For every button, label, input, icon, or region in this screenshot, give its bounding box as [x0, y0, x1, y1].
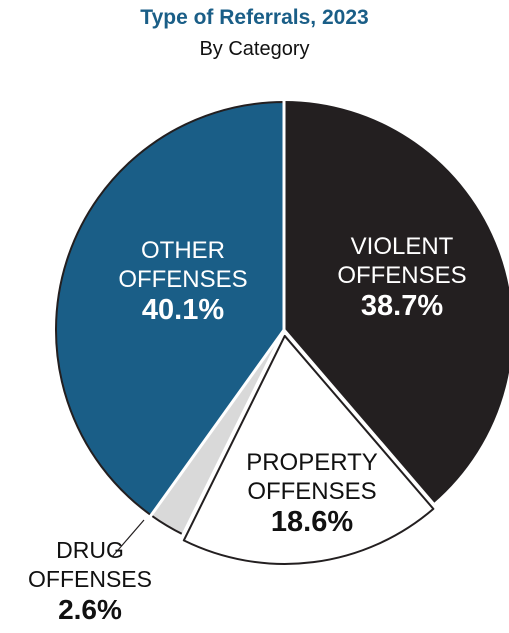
slice-value-other: 40.1% — [142, 294, 224, 326]
slice-label-drug: DRUG — [56, 537, 124, 563]
chart-subtitle: By Category — [199, 38, 310, 60]
pie-slice-property — [182, 334, 435, 565]
slice-label-drug: OFFENSES — [28, 566, 152, 592]
slice-label-other: OFFENSES — [118, 266, 247, 293]
slice-value-drug: 2.6% — [58, 594, 122, 625]
slice-label-violent: OFFENSES — [337, 262, 466, 289]
slice-value-violent: 38.7% — [361, 290, 443, 322]
slice-label-property: OFFENSES — [247, 478, 376, 505]
pie-slices — [55, 100, 509, 565]
leader-line-drug — [111, 519, 145, 558]
pie-slice-other — [55, 101, 285, 517]
pie-slice-violent — [283, 101, 509, 504]
slice-label-other: OTHER — [141, 237, 225, 264]
slice-label-property: PROPERTY — [246, 449, 378, 476]
slice-separator — [180, 329, 286, 537]
slice-label-violent: VIOLENT — [351, 233, 454, 260]
slice-separator — [282, 329, 436, 506]
slice-value-property: 18.6% — [271, 506, 353, 538]
chart-title: Type of Referrals, 2023 — [140, 6, 369, 29]
pie-labels: VIOLENTOFFENSES38.7%PROPERTYOFFENSES18.6… — [28, 233, 467, 625]
slice-separator — [148, 329, 286, 518]
